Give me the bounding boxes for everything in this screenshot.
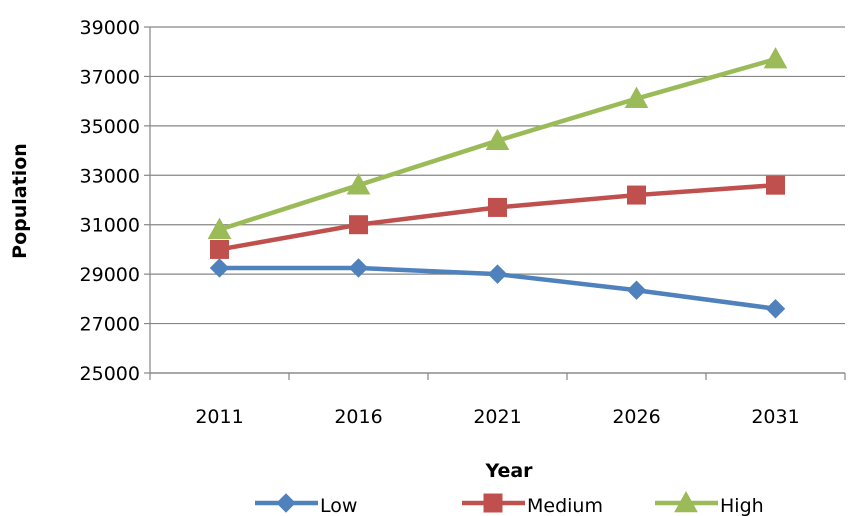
data-point <box>626 280 647 300</box>
data-point <box>763 47 788 69</box>
y-tick-label: 35000 <box>80 116 140 138</box>
y-tick-label: 39000 <box>80 17 140 39</box>
legend-item-low: Low <box>255 493 357 516</box>
data-point <box>209 258 230 278</box>
data-point <box>627 185 646 205</box>
data-point <box>766 175 785 195</box>
y-tick-label: 27000 <box>80 314 140 336</box>
y-tick-label: 31000 <box>80 215 140 237</box>
x-axis-title: Year <box>484 460 533 482</box>
x-axis-ticks: 2011 2016 2021 2026 2031 <box>149 373 846 428</box>
data-point <box>349 215 368 235</box>
x-tick-label: 2026 <box>612 406 660 428</box>
data-point <box>346 173 371 195</box>
y-axis-ticks: 25000 27000 29000 31000 33000 35000 37000 39000 <box>80 17 150 385</box>
data-point <box>765 299 786 319</box>
data-point <box>488 197 507 217</box>
series-group <box>207 47 788 319</box>
legend-label: Medium <box>527 495 603 516</box>
legend-marker <box>674 490 698 513</box>
data-point <box>624 86 649 108</box>
legend-label: High <box>720 495 764 516</box>
y-tick-label: 29000 <box>80 264 140 286</box>
series-medium <box>210 175 785 259</box>
y-axis-title: Population <box>9 143 31 259</box>
legend-marker <box>483 493 503 513</box>
y-tick-label: 37000 <box>80 66 140 88</box>
legend-marker <box>276 493 296 513</box>
x-tick-label: 2021 <box>473 406 521 428</box>
legend: Low Medium High <box>255 490 764 516</box>
data-point <box>485 128 510 150</box>
data-point <box>207 217 232 239</box>
data-point <box>348 258 369 278</box>
legend-item-medium: Medium <box>462 493 603 516</box>
series-low <box>209 258 786 319</box>
data-point <box>487 264 508 284</box>
data-point <box>210 239 229 259</box>
y-tick-label: 25000 <box>80 363 140 385</box>
series-line <box>219 182 776 252</box>
x-tick-label: 2016 <box>334 406 382 428</box>
series-high <box>207 47 788 239</box>
x-tick-label: 2031 <box>751 406 799 428</box>
legend-label: Low <box>320 495 357 516</box>
legend-item-high: High <box>655 490 764 516</box>
axes <box>149 27 845 374</box>
y-tick-label: 33000 <box>80 165 140 187</box>
x-tick-label: 2011 <box>195 406 243 428</box>
